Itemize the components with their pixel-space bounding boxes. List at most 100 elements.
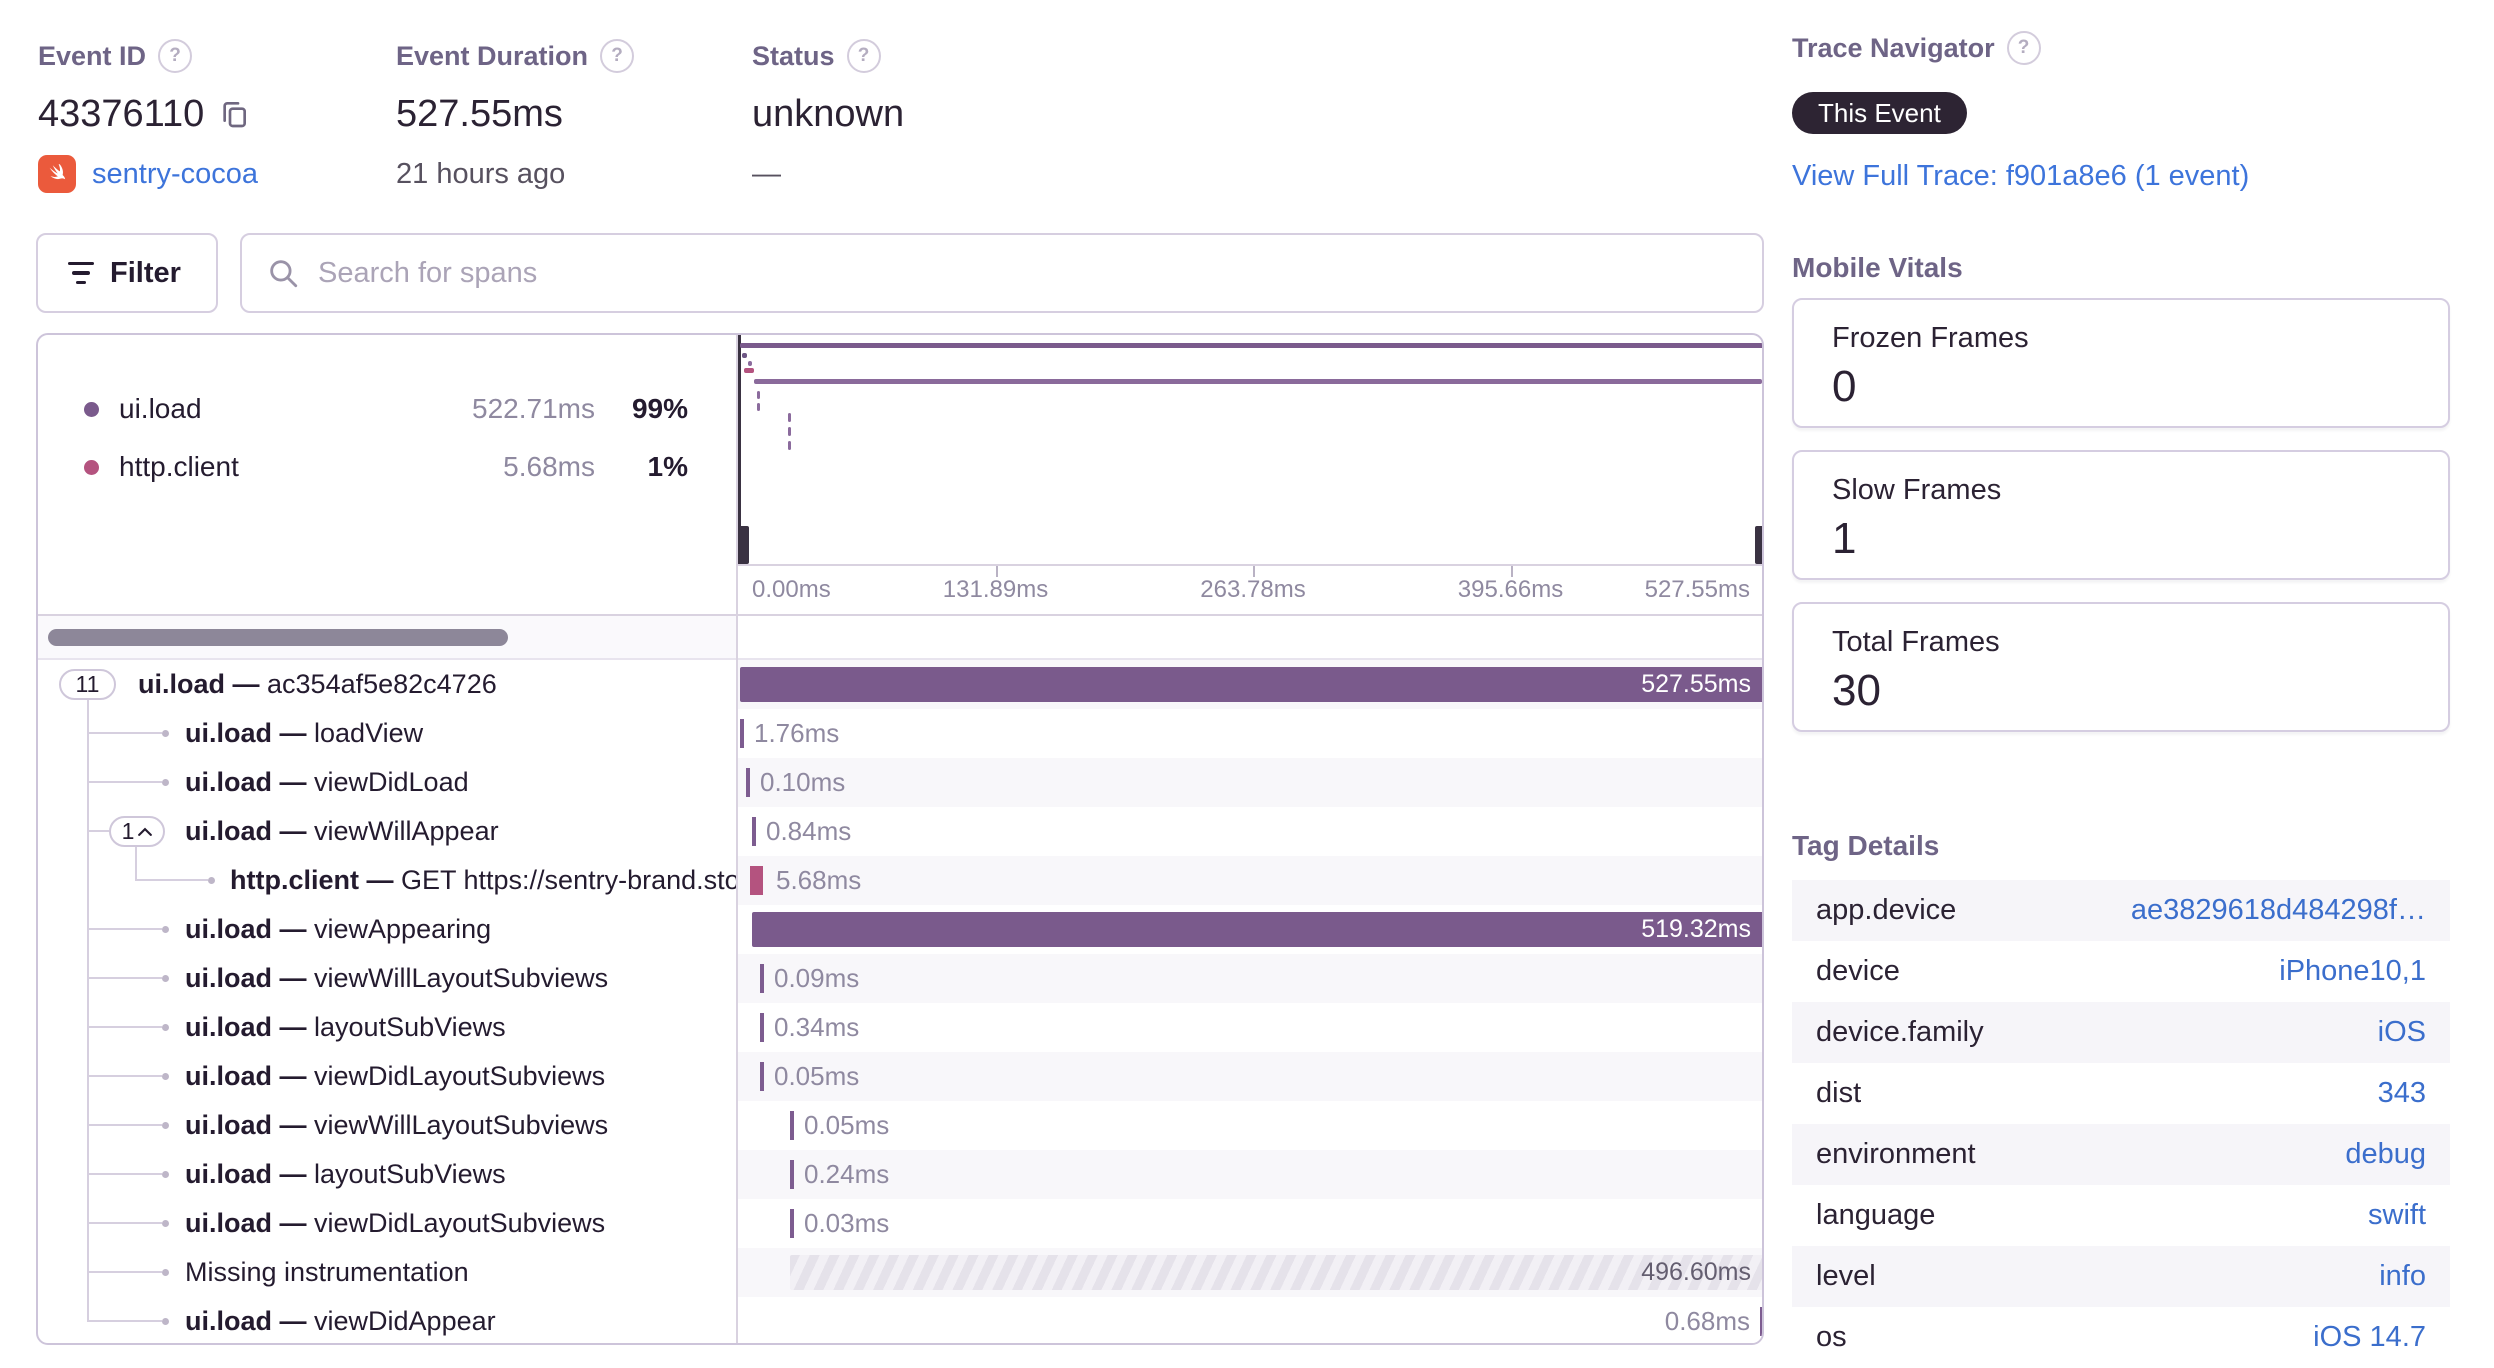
- tag-value-link[interactable]: iOS: [2377, 1016, 2426, 1048]
- minimap-left-grip[interactable]: [738, 526, 749, 564]
- legend-item-ui-load[interactable]: ui.load 522.71ms 99%: [38, 387, 736, 431]
- minimap-span-mark: [788, 441, 791, 450]
- span-bar-row[interactable]: 1.76ms: [738, 709, 1762, 758]
- tree-node-dot: [162, 730, 169, 737]
- tag-value-link[interactable]: ae3829618d484298f…: [2130, 894, 2426, 926]
- span-bar[interactable]: [760, 1013, 764, 1042]
- ui-load-dot-icon: [84, 401, 99, 417]
- span-bar-row[interactable]: 0.05ms: [738, 1101, 1762, 1150]
- axis-label: 527.55ms: [1644, 576, 1750, 603]
- span-tree-row[interactable]: 1 ui.load — viewWillAppear: [38, 807, 736, 856]
- span-row: 11 ui.load — ac354af5e82c4726 527.55ms: [38, 660, 1762, 709]
- event-age: 21 hours ago: [396, 157, 566, 190]
- span-tree-row[interactable]: ui.load — loadView: [38, 709, 736, 758]
- span-duration-label: 0.05ms: [804, 1110, 890, 1140]
- legend-item-http-client[interactable]: http.client 5.68ms 1%: [38, 445, 736, 489]
- span-bar-row[interactable]: 527.55ms: [738, 660, 1762, 709]
- span-tree-row[interactable]: ui.load — viewDidAppear: [38, 1297, 736, 1343]
- span-bar[interactable]: 527.55ms: [740, 667, 1762, 702]
- help-icon[interactable]: ?: [846, 39, 881, 73]
- tree-node-dot: [162, 1024, 169, 1031]
- tag-value-link[interactable]: iOS 14.7: [2313, 1321, 2426, 1353]
- span-tree-row[interactable]: ui.load — viewAppearing: [38, 905, 736, 954]
- span-bar[interactable]: [740, 719, 744, 748]
- span-bar[interactable]: [760, 964, 764, 993]
- span-bar-row[interactable]: 0.84ms: [738, 807, 1762, 856]
- span-bar-row[interactable]: 0.05ms: [738, 1052, 1762, 1101]
- filter-button[interactable]: Filter: [36, 233, 218, 313]
- minimap-left-handle[interactable]: [738, 335, 741, 564]
- axis-label: 131.89ms: [942, 576, 1049, 603]
- span-tree-row[interactable]: ui.load — viewDidLayoutSubviews: [38, 1199, 736, 1248]
- span-rows: 11 ui.load — ac354af5e82c4726 527.55ms ui.l…: [38, 660, 1762, 1343]
- span-bar[interactable]: [746, 768, 750, 797]
- span-bar-row[interactable]: 0.68ms: [738, 1297, 1762, 1343]
- span-tree-row[interactable]: 11 ui.load — ac354af5e82c4726: [38, 660, 736, 709]
- span-count-pill[interactable]: 1: [109, 816, 165, 847]
- tree-connector: [87, 1320, 162, 1322]
- tag-value-link[interactable]: iPhone10,1: [2279, 955, 2426, 987]
- minimap-span-mark: [788, 413, 791, 422]
- span-description: ui.load — viewDidLoad: [185, 767, 469, 797]
- view-full-trace-link[interactable]: View Full Trace: f901a8e6 (1 event): [1792, 160, 2250, 192]
- tree-connector: [87, 1173, 162, 1175]
- panel-divider[interactable]: [736, 335, 738, 1343]
- tag-row-device.family: device.family iOS: [1792, 1002, 2450, 1063]
- span-bar-row[interactable]: 0.34ms: [738, 1003, 1762, 1052]
- span-duration-label: 0.24ms: [804, 1159, 890, 1189]
- span-tree-row[interactable]: ui.load — viewDidLoad: [38, 758, 736, 807]
- span-tree-row[interactable]: ui.load — viewWillLayoutSubviews: [38, 1101, 736, 1150]
- this-event-badge[interactable]: This Event: [1792, 92, 1967, 134]
- span-duration-label: 527.55ms: [1641, 670, 1751, 698]
- tree-connector: [87, 977, 162, 979]
- event-duration-label: Event Duration: [396, 40, 589, 71]
- span-bar-row[interactable]: 496.60ms: [738, 1248, 1762, 1297]
- tree-connector: [87, 700, 89, 1321]
- span-bar-row[interactable]: 0.09ms: [738, 954, 1762, 1003]
- span-bar[interactable]: [790, 1160, 794, 1189]
- event-id-value: 43376110: [38, 92, 205, 135]
- tag-value-link[interactable]: swift: [2368, 1199, 2426, 1231]
- tree-connector: [87, 1124, 162, 1126]
- help-icon[interactable]: ?: [2006, 31, 2041, 65]
- tag-value-link[interactable]: info: [2379, 1260, 2426, 1292]
- missing-instrumentation-bar[interactable]: 496.60ms: [790, 1255, 1762, 1290]
- trace-minimap[interactable]: [738, 335, 1764, 564]
- span-count-pill[interactable]: 11: [59, 669, 116, 700]
- span-tree-row[interactable]: ui.load — viewWillLayoutSubviews: [38, 954, 736, 1003]
- tree-scrollbar[interactable]: [48, 629, 508, 646]
- span-tree-row[interactable]: http.client — GET https://sentry-brand.s…: [38, 856, 736, 905]
- tag-value-link[interactable]: debug: [2345, 1138, 2426, 1170]
- span-bar[interactable]: [790, 1209, 794, 1238]
- minimap-right-grip[interactable]: [1755, 526, 1762, 564]
- span-row: ui.load — viewDidLayoutSubviews 0.05ms: [38, 1052, 1762, 1101]
- span-description: ui.load — viewWillLayoutSubviews: [185, 963, 609, 993]
- span-bar-row[interactable]: 0.10ms: [738, 758, 1762, 807]
- help-icon[interactable]: ?: [158, 39, 193, 73]
- span-bar[interactable]: 519.32ms: [752, 912, 1762, 947]
- copy-icon[interactable]: [218, 98, 250, 130]
- span-bar-row[interactable]: 0.03ms: [738, 1199, 1762, 1248]
- span-bar-row[interactable]: 519.32ms: [738, 905, 1762, 954]
- search-input[interactable]: [316, 237, 1762, 309]
- span-tree-row[interactable]: Missing instrumentation: [38, 1248, 736, 1297]
- span-bar-row[interactable]: 0.24ms: [738, 1150, 1762, 1199]
- span-bar[interactable]: [790, 1111, 794, 1140]
- project-link[interactable]: sentry-cocoa: [92, 157, 259, 190]
- help-icon[interactable]: ?: [600, 39, 635, 73]
- span-tree-row[interactable]: ui.load — layoutSubViews: [38, 1150, 736, 1199]
- tree-node-dot: [162, 926, 169, 933]
- legend-duration: 5.68ms: [503, 451, 595, 482]
- span-bar[interactable]: [1760, 1307, 1762, 1336]
- legend-percent: 99%: [631, 393, 688, 424]
- tag-value-link[interactable]: 343: [2377, 1077, 2426, 1109]
- minimap-right-handle[interactable]: [1763, 335, 1764, 564]
- span-description: ui.load — ac354af5e82c4726: [138, 669, 497, 699]
- span-tree-row[interactable]: ui.load — layoutSubViews: [38, 1003, 736, 1052]
- span-bar[interactable]: [750, 866, 763, 895]
- span-bar[interactable]: [752, 817, 756, 846]
- span-bar[interactable]: [760, 1062, 764, 1091]
- tag-key: environment: [1816, 1138, 1976, 1170]
- span-bar-row[interactable]: 5.68ms: [738, 856, 1762, 905]
- span-tree-row[interactable]: ui.load — viewDidLayoutSubviews: [38, 1052, 736, 1101]
